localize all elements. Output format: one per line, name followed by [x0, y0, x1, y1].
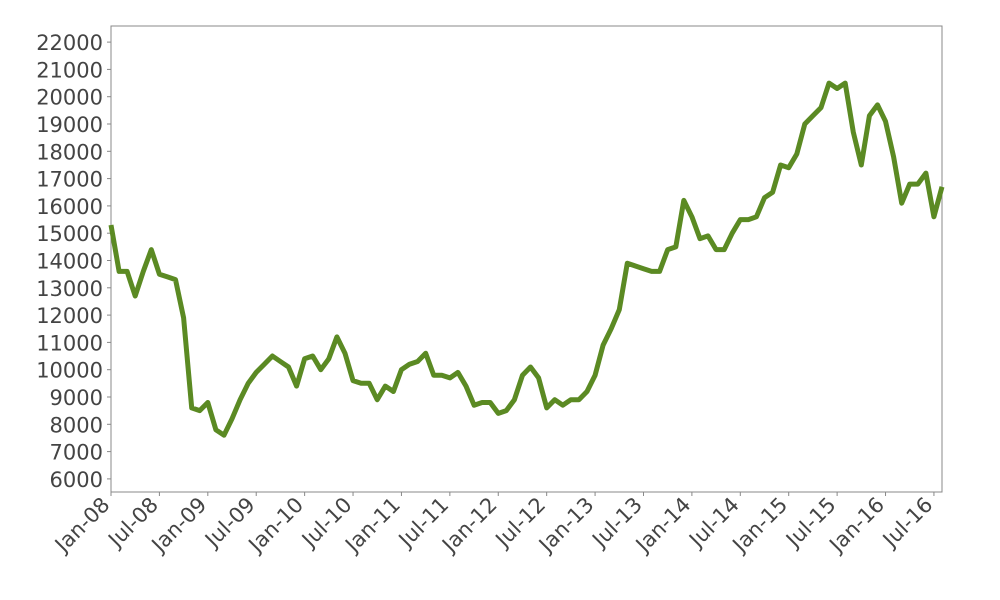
y-tick-label: 13000: [36, 277, 103, 301]
y-tick-label: 22000: [36, 31, 103, 55]
y-tick-label: 11000: [36, 331, 103, 355]
y-tick-label: 16000: [36, 195, 103, 219]
y-tick-label: 14000: [36, 250, 103, 274]
y-tick-label: 12000: [36, 304, 103, 328]
y-tick-label: 18000: [36, 140, 103, 164]
y-tick-label: 20000: [36, 86, 103, 110]
y-tick-label: 15000: [36, 222, 103, 246]
y-tick-label: 9000: [50, 386, 103, 410]
x-tick-label: Jan-08: [49, 493, 115, 559]
y-tick-label: 21000: [36, 58, 103, 82]
y-tick-label: 17000: [36, 168, 103, 192]
y-tick-label: 8000: [50, 413, 103, 437]
data-line: [108, 80, 945, 438]
plot-frame: [110, 25, 943, 493]
y-tick-label: 6000: [50, 468, 103, 492]
y-tick-label: 7000: [50, 441, 103, 465]
x-tick-label: Jul-16: [877, 493, 938, 554]
y-tick-label: 19000: [36, 113, 103, 137]
y-tick-label: 10000: [36, 359, 103, 383]
